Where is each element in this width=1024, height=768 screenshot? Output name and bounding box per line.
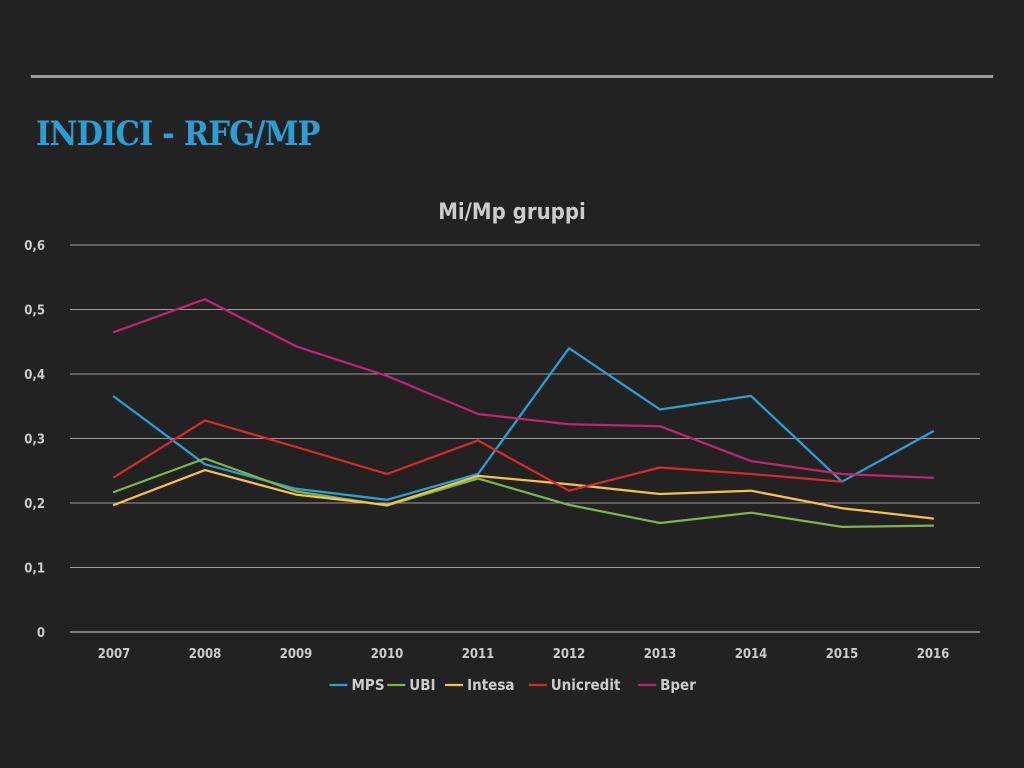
series-line-intesa: [112, 468, 935, 520]
y-tick-label: 0,4: [24, 368, 45, 383]
x-tick-label: 2010: [371, 647, 404, 662]
legend-label-mps: MPS: [352, 676, 385, 694]
x-tick-label: 2008: [189, 647, 222, 662]
x-tick-label: 2012: [553, 647, 586, 662]
series-line-bper: [112, 298, 935, 479]
series-line-ubi: [112, 457, 935, 529]
legend-label-intesa: Intesa: [467, 676, 514, 694]
x-tick-label: 2009: [280, 647, 313, 662]
legend-label-ubi: UBI: [409, 676, 435, 694]
y-tick-label: 0,5: [24, 304, 45, 319]
chart-title: Mi/Mp gruppi: [438, 200, 586, 225]
y-tick-label: 0,2: [24, 497, 45, 512]
x-tick-label: 2013: [644, 647, 677, 662]
y-tick-label: 0,1: [24, 562, 45, 577]
top-divider: [31, 75, 993, 78]
legend-label-unicredit: Unicredit: [551, 676, 621, 694]
slide-title: INDICI - RFG/MP: [36, 114, 321, 154]
x-tick-label: 2007: [98, 647, 131, 662]
y-tick-label: 0,3: [24, 433, 45, 448]
series-line-unicredit: [112, 419, 844, 492]
x-tick-label: 2016: [917, 647, 950, 662]
series-line-mps: [112, 347, 935, 501]
x-tick-label: 2015: [826, 647, 859, 662]
x-tick-label: 2011: [462, 647, 495, 662]
legend-label-bper: Bper: [660, 676, 696, 694]
y-tick-label: 0,6: [24, 239, 45, 254]
y-tick-label: 0: [37, 626, 45, 641]
x-tick-label: 2014: [735, 647, 768, 662]
